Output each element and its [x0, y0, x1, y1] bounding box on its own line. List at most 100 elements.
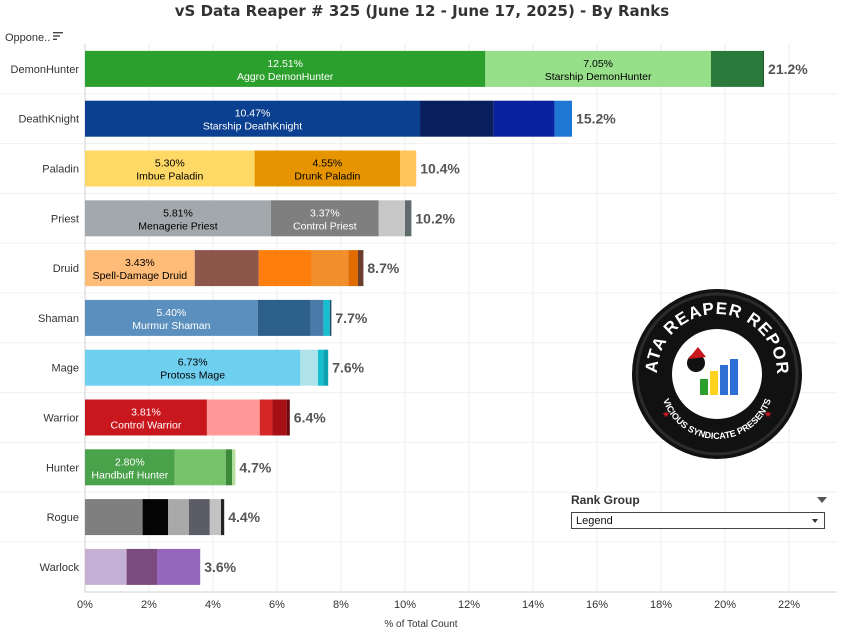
category-label: DeathKnight — [18, 114, 79, 126]
bar-segment — [378, 200, 405, 237]
bar-segment — [85, 399, 207, 436]
bar-segment — [348, 250, 358, 287]
rank-group-filter: Rank Group Legend — [571, 493, 829, 529]
bar-total-label: 7.6% — [332, 360, 364, 376]
x-tick-label: 10% — [394, 599, 416, 611]
bar-segment — [323, 349, 329, 386]
bar-total-label: 3.6% — [204, 559, 236, 575]
bar-segment — [300, 349, 318, 386]
x-tick-label: 18% — [650, 599, 672, 611]
x-tick-label: 12% — [458, 599, 480, 611]
bar-segment — [254, 150, 401, 187]
bar-segment — [85, 449, 175, 486]
bar-segment — [400, 150, 417, 187]
chart-title: vS Data Reaper # 325 (June 12 - June 17,… — [174, 2, 670, 20]
bar-segment — [232, 449, 236, 486]
bar-segment — [126, 548, 157, 585]
x-tick-label: 4% — [205, 599, 221, 611]
bar-segment — [85, 100, 421, 137]
bar-segment — [168, 499, 189, 536]
bar-segment — [85, 499, 143, 536]
bar-total-label: 7.7% — [335, 310, 367, 326]
bar-total-label: 4.7% — [239, 459, 271, 475]
segment-name-label: Starship DeathKnight — [203, 121, 302, 133]
bar-segment — [206, 399, 260, 436]
segment-value-label: 4.55% — [313, 158, 343, 170]
x-tick-label: 0% — [77, 599, 93, 611]
segment-value-label: 10.47% — [235, 108, 271, 120]
segment-name-label: Spell-Damage Druid — [93, 270, 188, 282]
bar-total-label: 21.2% — [768, 61, 808, 77]
segment-name-label: Menagerie Priest — [138, 220, 217, 232]
opponent-column-header[interactable]: Oppone.. — [5, 32, 51, 44]
bar-segment — [270, 200, 379, 237]
bar-total-label: 4.4% — [228, 509, 260, 525]
segment-name-label: Starship DemonHunter — [545, 71, 652, 83]
segment-name-label: Protoss Mage — [160, 370, 225, 382]
bar-segment — [85, 200, 271, 237]
bar-total-label: 15.2% — [576, 111, 616, 127]
category-label: Warlock — [40, 562, 80, 574]
bar-segment — [317, 349, 324, 386]
segment-name-label: Control Priest — [293, 220, 357, 232]
chevron-down-icon — [812, 519, 818, 523]
x-tick-label: 20% — [714, 599, 736, 611]
segment-value-label: 7.05% — [583, 58, 613, 70]
rank-group-selected: Legend — [576, 515, 613, 527]
bar-segment — [157, 548, 201, 585]
bar-segment — [310, 299, 324, 336]
bar-segment — [357, 250, 364, 287]
bar-segment — [554, 100, 573, 137]
bar-segment — [85, 299, 258, 336]
bar-segment — [311, 250, 349, 287]
rank-group-title: Rank Group — [571, 493, 640, 507]
bar-segment — [221, 499, 225, 536]
bar-segment — [194, 250, 259, 287]
bar-segment — [272, 399, 287, 436]
category-label: DemonHunter — [11, 64, 80, 76]
x-tick-label: 6% — [269, 599, 285, 611]
x-tick-label: 2% — [141, 599, 157, 611]
segment-name-label: Control Warrior — [111, 420, 182, 432]
segment-name-label: Imbue Paladin — [136, 171, 203, 183]
segment-name-label: Drunk Paladin — [294, 171, 360, 183]
segment-name-label: Aggro DemonHunter — [237, 71, 334, 83]
data-reaper-logo: DATA REAPER REPORT VICIOUS SYNDICATE PRE… — [630, 287, 802, 459]
category-label: Shaman — [38, 313, 79, 325]
rank-group-select[interactable]: Legend — [571, 512, 825, 529]
bar-segment — [142, 499, 169, 536]
bar-segment — [258, 250, 312, 287]
bar-segment — [209, 499, 221, 536]
bar-total-label: 8.7% — [367, 260, 399, 276]
x-axis-label: % of Total Count — [384, 619, 457, 630]
x-tick-label: 22% — [778, 599, 800, 611]
bar-segment — [323, 299, 330, 336]
bar-total-label: 10.2% — [415, 210, 455, 226]
category-label: Hunter — [46, 462, 79, 474]
segment-value-label: 2.80% — [115, 456, 145, 468]
segment-name-label: Murmur Shaman — [132, 320, 210, 332]
segment-value-label: 3.43% — [125, 257, 155, 269]
category-label: Warrior — [43, 413, 79, 425]
bar-segment — [85, 548, 127, 585]
bar-segment — [710, 50, 763, 87]
category-label: Rogue — [47, 512, 79, 524]
bar-segment — [259, 399, 273, 436]
segment-value-label: 12.51% — [267, 58, 303, 70]
bar-segment — [485, 50, 711, 87]
x-tick-label: 14% — [522, 599, 544, 611]
category-label: Druid — [53, 263, 79, 275]
segment-value-label: 5.30% — [155, 158, 185, 170]
bar-segment — [257, 299, 311, 336]
bar-segment — [174, 449, 226, 486]
segment-value-label: 5.81% — [163, 207, 193, 219]
bar-segment — [420, 100, 494, 137]
segment-value-label: 3.37% — [310, 207, 340, 219]
rank-group-menu-icon[interactable] — [817, 497, 827, 503]
x-tick-label: 16% — [586, 599, 608, 611]
bar-segment — [329, 299, 332, 336]
sort-icon[interactable] — [52, 30, 64, 42]
x-tick-label: 8% — [333, 599, 349, 611]
segment-name-label: Handbuff Hunter — [91, 469, 168, 481]
